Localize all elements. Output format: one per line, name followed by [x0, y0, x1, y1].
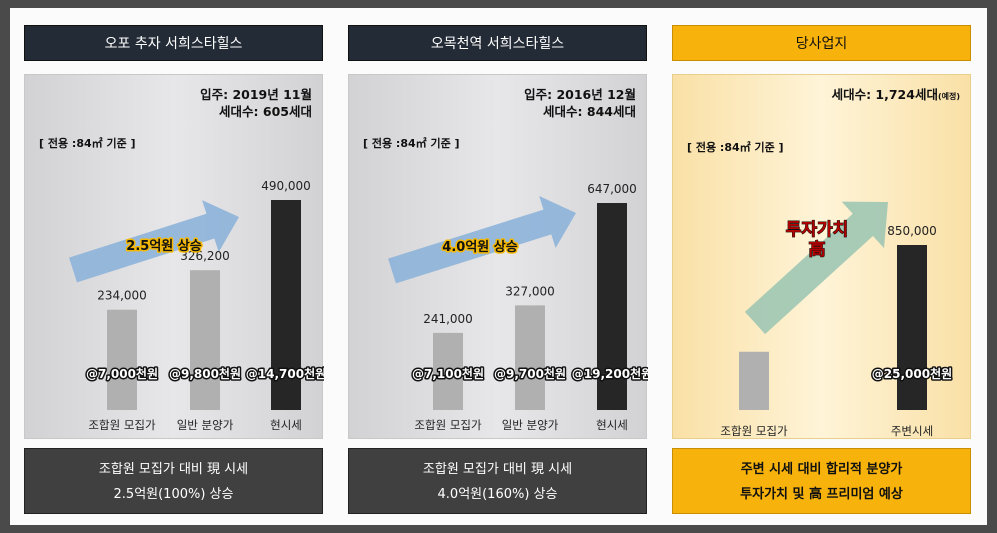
rise-arrow — [744, 201, 888, 335]
price-bar — [597, 203, 627, 410]
unit-price-label: @19,200천원 — [572, 366, 648, 381]
category-label: 조합원 모집가 — [88, 418, 156, 432]
household-count: 세대수: 1,724세대 — [831, 87, 938, 102]
unit-price-label: @14,700천원 — [246, 366, 324, 381]
summary-box: 조합원 모집가 대비 現 시세 4.0억원(160%) 상승 — [348, 448, 647, 514]
bar-value-label: 241,000 — [423, 312, 473, 326]
price-chart-box: 입주: 2019년 11월 세대수: 605세대 [ 전용 :84㎡ 기준 ] … — [24, 74, 324, 439]
summary-box: 조합원 모집가 대비 現 시세 2.5억원(100%) 상승 — [24, 448, 323, 514]
panel-title: 오포 추자 서희스타힐스 — [24, 25, 323, 61]
area-basis: [ 전용 :84㎡ 기준 ] — [687, 141, 784, 154]
summary-line-1: 조합원 모집가 대비 現 시세 — [422, 462, 573, 477]
household-count: 세대수: 844세대 — [543, 104, 636, 119]
category-label: 조합원 모집가 — [414, 418, 482, 432]
summary-line-1: 조합원 모집가 대비 現 시세 — [98, 462, 249, 477]
comparison-board: 오포 추자 서희스타힐스 입주: 2019년 11월 세대수: 605세대 [ … — [10, 8, 987, 525]
price-bar — [515, 305, 545, 410]
price-bar — [897, 245, 927, 410]
move-in-date: 입주: 2019년 11월 — [200, 87, 312, 102]
price-rise-label: 2.5억원 상승 — [126, 239, 201, 254]
summary-box: 주변 시세 대비 합리적 분양가 투자가치 및 高 프리미엄 예상 — [672, 448, 971, 514]
unit-price-label: @7,100천원 — [412, 366, 484, 381]
bar-value-label: 234,000 — [97, 289, 147, 303]
rise-arrow — [69, 200, 239, 283]
area-basis: [ 전용 :84㎡ 기준 ] — [39, 137, 136, 150]
panel-omokcheon: 오목천역 서희스타힐스 입주: 2016년 12월 세대수: 844세대 [ 전… — [348, 25, 648, 514]
unit-price-label: @7,000천원 — [86, 366, 158, 381]
summary-line-1: 주변 시세 대비 합리적 분양가 — [740, 462, 903, 477]
unit-price-label: @9,800천원 — [169, 366, 241, 381]
panel-title: 오목천역 서희스타힐스 — [348, 25, 647, 61]
price-chart-box: 세대수: 1,724세대(예정) [ 전용 :84㎡ 기준 ] 조합원 모집가 8… — [672, 74, 971, 439]
investment-value-label: 투자가치 — [786, 220, 849, 240]
panel-title: 당사업지 — [672, 25, 971, 61]
price-bar — [739, 351, 769, 410]
panel-opo-chuja: 오포 추자 서희스타힐스 입주: 2019년 11월 세대수: 605세대 [ … — [24, 25, 324, 514]
rise-arrow — [388, 195, 576, 284]
bar-value-label: 850,000 — [887, 224, 937, 238]
household-count: 세대수: 605세대 — [219, 104, 312, 119]
bar-value-label: 647,000 — [587, 182, 637, 196]
price-bar — [107, 309, 137, 410]
complex-info: 세대수: 1,724세대(예정) — [832, 86, 960, 105]
summary-line-2: 4.0억원(160%) 상승 — [437, 487, 558, 502]
investment-value-label: 高 — [809, 239, 826, 260]
price-bar — [190, 270, 220, 410]
unit-price-label: @25,000천원 — [872, 366, 952, 381]
category-label: 현시세 — [270, 418, 302, 432]
price-bar — [271, 200, 301, 410]
category-label: 주변시세 — [891, 424, 933, 438]
unit-price-label: @9,700천원 — [494, 366, 566, 381]
price-chart-box: 입주: 2016년 12월 세대수: 844세대 [ 전용 :84㎡ 기준 ] … — [348, 74, 648, 439]
move-in-date: 입주: 2016년 12월 — [524, 87, 636, 102]
category-label: 조합원 모집가 — [720, 424, 788, 438]
bar-value-label: 327,000 — [505, 284, 555, 298]
bar-value-label: 490,000 — [261, 179, 311, 193]
summary-line-2: 투자가치 및 高 프리미엄 예상 — [740, 487, 903, 502]
category-label: 일반 분양가 — [502, 418, 559, 432]
planned-note: (예정) — [937, 92, 960, 101]
complex-info: 입주: 2019년 11월 세대수: 605세대 — [200, 86, 312, 120]
price-bar — [433, 332, 463, 410]
category-label: 일반 분양가 — [177, 418, 234, 432]
area-basis: [ 전용 :84㎡ 기준 ] — [363, 137, 460, 150]
bar-value-label: 326,200 — [180, 249, 230, 263]
panel-our-site: 당사업지 세대수: 1,724세대(예정) [ 전용 :84㎡ 기준 ] 조합원… — [672, 25, 971, 514]
price-rise-label: 4.0억원 상승 — [442, 240, 517, 255]
summary-line-2: 2.5억원(100%) 상승 — [113, 487, 234, 502]
category-label: 현시세 — [596, 418, 628, 432]
complex-info: 입주: 2016년 12월 세대수: 844세대 — [524, 86, 636, 120]
